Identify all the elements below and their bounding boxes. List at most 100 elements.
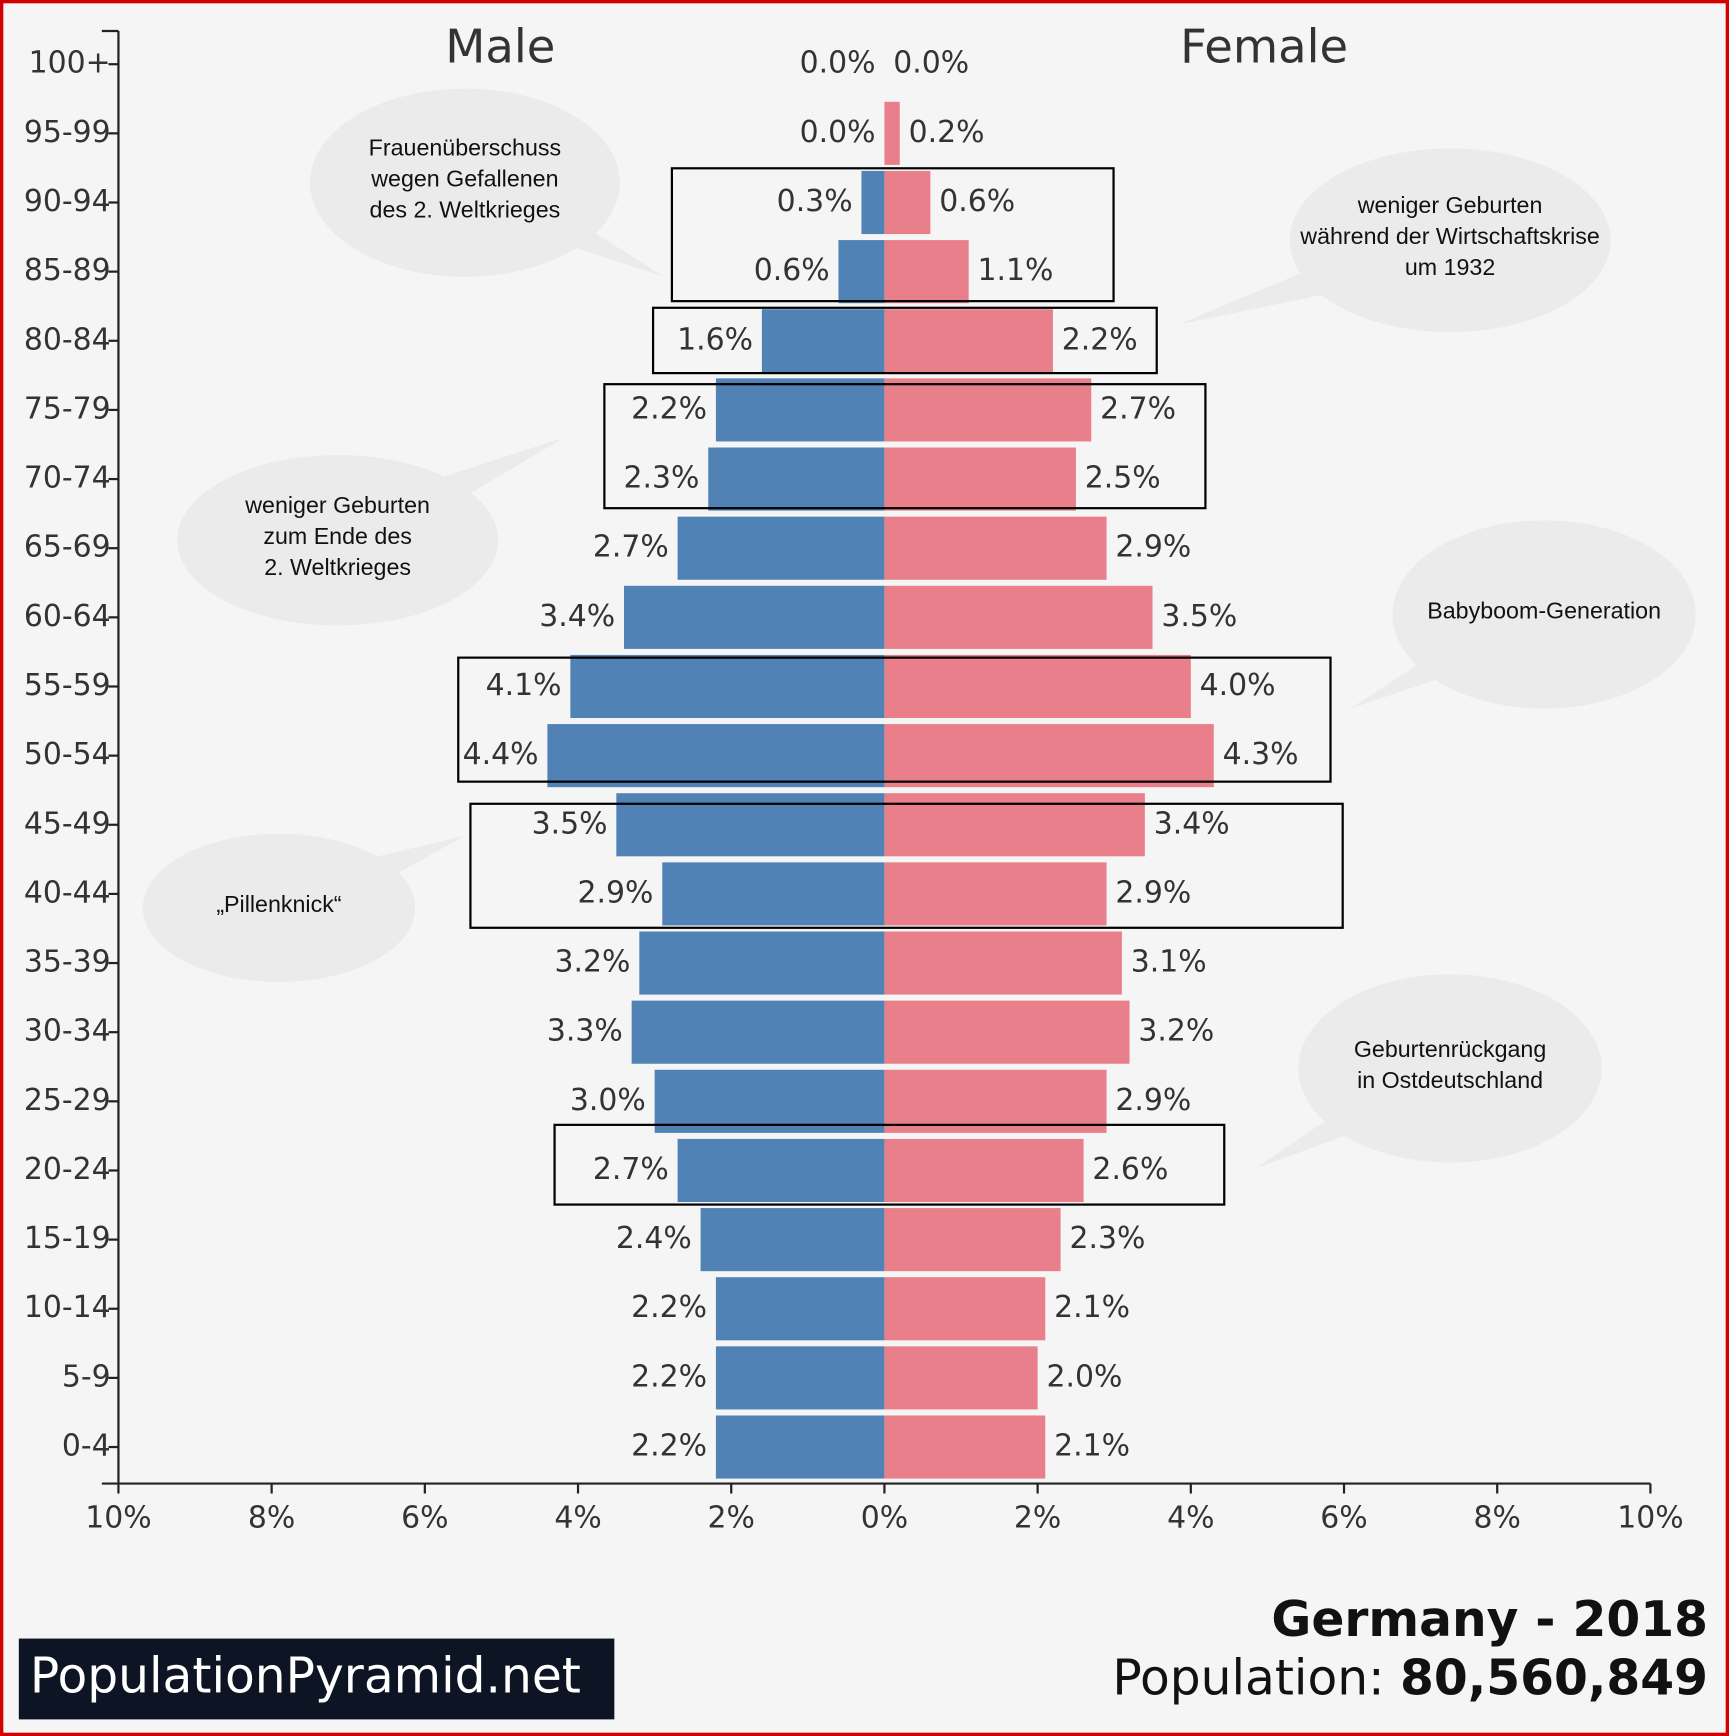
value-label: 2.2% [1062, 322, 1138, 357]
chart-title: Germany - 2018 [1271, 1592, 1708, 1648]
y-tick-label: 50-54 [24, 737, 111, 772]
bubble [142, 833, 416, 983]
value-label: 3.0% [570, 1083, 646, 1118]
annotation-text: 2. Weltkrieges [264, 554, 411, 580]
value-label: 2.9% [1115, 875, 1191, 910]
value-label: 2.2% [631, 1429, 707, 1464]
y-tick-label: 100+ [29, 46, 111, 81]
bar [838, 240, 885, 304]
y-tick-label: 85-89 [24, 253, 111, 288]
bar [884, 1346, 1038, 1410]
value-label: 2.7% [1100, 391, 1176, 426]
bar [884, 654, 1191, 719]
bar [715, 1346, 885, 1410]
population-label: Population: [1112, 1651, 1384, 1707]
value-label: 3.1% [1131, 945, 1207, 980]
bar [662, 862, 885, 926]
annotation-text: des 2. Weltkrieges [370, 197, 561, 223]
annotation-text: wegen Gefallenen [370, 166, 558, 192]
highlight-box [670, 167, 1115, 303]
y-tick-label: 55-59 [24, 668, 111, 703]
y-tick-label: 20-24 [24, 1152, 111, 1187]
highlight-box [651, 306, 1158, 375]
bar [623, 585, 885, 649]
value-label: 0.0% [893, 46, 969, 81]
y-tick-label: 45-49 [24, 806, 111, 841]
bar [884, 309, 1053, 373]
annotation-text: Geburtenrückgang [1354, 1036, 1546, 1062]
bar [884, 585, 1153, 649]
x-tick-label: 10% [85, 1500, 151, 1535]
bar [654, 1069, 885, 1133]
value-label: 3.4% [539, 599, 615, 634]
x-tick-label: 8% [1474, 1500, 1521, 1535]
annotations: Frauenüberschuss wegen Gefallenen des 2. W… [142, 88, 1696, 1169]
value-label: 2.9% [1115, 1083, 1191, 1118]
bar [884, 1208, 1061, 1272]
bar [547, 724, 885, 788]
population-value: 80,560,849 [1400, 1651, 1708, 1707]
bar [861, 170, 885, 235]
highlight-box [553, 1123, 1226, 1206]
value-label: 2.0% [1046, 1359, 1122, 1394]
value-label: 2.1% [1054, 1290, 1130, 1325]
y-tick-label: 65-69 [24, 530, 111, 565]
bar [715, 1277, 885, 1341]
value-label: 0.6% [939, 184, 1015, 219]
x-tick-label: 2% [1014, 1500, 1061, 1535]
highlight-box [603, 383, 1207, 510]
bubble [1298, 974, 1602, 1163]
value-label: 2.2% [631, 1359, 707, 1394]
value-label: 2.9% [1115, 530, 1191, 565]
value-label: 2.4% [616, 1221, 692, 1256]
y-tick-label: 90-94 [24, 184, 111, 219]
y-tick-label: 0-4 [62, 1429, 111, 1464]
y-tick-label: 70-74 [24, 461, 111, 496]
bar [700, 1208, 885, 1272]
series-title: Male [445, 19, 555, 73]
value-label: 0.0% [800, 46, 876, 81]
highlight-boxes [457, 167, 1344, 1206]
value-label: 2.9% [578, 875, 654, 910]
value-label: 0.6% [754, 253, 830, 288]
y-tick-label: 60-64 [24, 599, 111, 634]
bar [884, 170, 931, 235]
bar [884, 862, 1107, 926]
annotation-text: zum Ende des [263, 523, 412, 549]
bar [884, 1277, 1046, 1341]
value-label: 4.0% [1200, 668, 1276, 703]
value-label: 3.5% [532, 806, 608, 841]
bar [677, 516, 885, 580]
bar [708, 447, 885, 511]
bar [761, 309, 885, 373]
value-label: 1.6% [677, 322, 753, 357]
x-tick-label: 10% [1617, 1500, 1683, 1535]
y-tick-label: 15-19 [24, 1221, 111, 1256]
value-label: 4.3% [1223, 737, 1299, 772]
x-tick-label: 4% [1167, 1500, 1214, 1535]
bar [884, 447, 1076, 511]
bar [884, 1138, 1084, 1203]
value-label: 2.7% [593, 530, 669, 565]
bar [884, 240, 969, 304]
bar [884, 931, 1122, 995]
x-tick-label: 6% [1320, 1500, 1367, 1535]
bubble [1392, 520, 1696, 709]
bar [715, 378, 885, 442]
y-tick-label: 10-14 [24, 1290, 111, 1325]
bubble [309, 88, 620, 277]
brand: PopulationPyramid.net [30, 1649, 581, 1705]
value-label: 2.2% [631, 391, 707, 426]
y-tick-label: 30-34 [24, 1014, 111, 1049]
value-label: 2.3% [1069, 1221, 1145, 1256]
x-tick-label: 6% [401, 1500, 448, 1535]
annotation-text: in Ostdeutschland [1357, 1067, 1543, 1093]
population: Population: 80,560,849 [1112, 1651, 1708, 1707]
bar [884, 516, 1107, 580]
y-tick-label: 5-9 [62, 1359, 111, 1394]
y-tick-label: 40-44 [24, 875, 111, 910]
annotation-text: Frauenüberschuss [369, 135, 561, 161]
bar [677, 1138, 885, 1203]
value-label: 0.2% [909, 115, 985, 150]
highlight-box [469, 802, 1344, 929]
